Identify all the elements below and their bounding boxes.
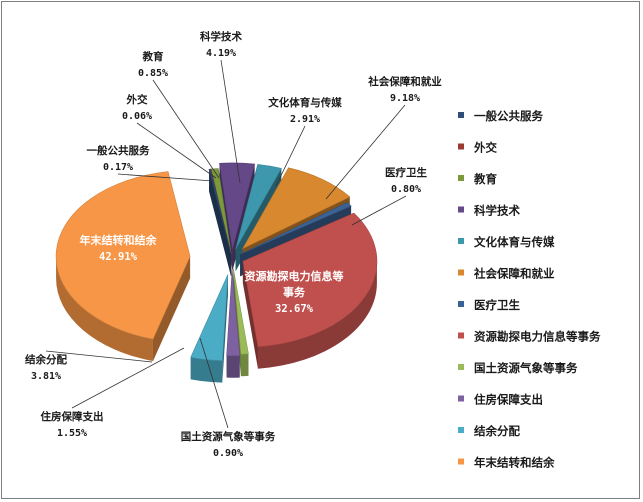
legend-label: 医疗卫生 (474, 298, 520, 312)
leader-line (45, 350, 153, 363)
legend-label: 文化体育与传媒 (474, 235, 555, 249)
data-label-name: 国土资源气象等事务 (181, 430, 276, 443)
data-label-value: 0.17% (103, 162, 133, 173)
data-label-value: 4.19% (206, 48, 236, 59)
data-label-name-cont: 事务 (283, 285, 306, 299)
slice-top (235, 164, 282, 250)
data-label-value: 0.90% (213, 448, 243, 459)
slice-top (55, 171, 191, 340)
legend-label: 一般公共服务 (474, 109, 543, 123)
pie-slice-12 (55, 171, 191, 362)
data-label-name: 文化体育与传媒 (267, 96, 342, 109)
data-label-value: 0.80% (391, 184, 421, 195)
data-label-value: 1.55% (57, 428, 87, 439)
legend-swatch (458, 427, 464, 433)
data-label-name: 资源勘探电力信息等 (245, 269, 344, 283)
pie-slices (55, 162, 378, 383)
data-label-value: 3.81% (31, 371, 61, 382)
legend-label: 资源勘探电力信息等事务 (474, 330, 601, 344)
slice-top (242, 212, 378, 348)
data-label-name: 教育 (142, 50, 164, 63)
slice-side (240, 353, 249, 377)
legend-label: 教育 (473, 172, 497, 186)
legend-label: 国土资源气象等事务 (474, 361, 578, 375)
pie-slice-11 (190, 274, 229, 383)
leader-line (325, 104, 406, 200)
slice-wall (210, 169, 232, 277)
slice-top (233, 268, 249, 355)
data-label-value: 32.67% (275, 303, 314, 315)
legend-swatch (458, 301, 464, 307)
legend-label: 社会保障和就业 (473, 267, 555, 281)
legend-swatch (458, 206, 464, 213)
slice-top (190, 274, 229, 361)
data-labels: 一般公共服务 0.17% 外交 0.06% 教育 0.85% 科学技术 4.19% 文化体育与传… (25, 30, 442, 459)
leader-line (220, 59, 241, 184)
legend-swatch (458, 332, 464, 339)
data-label-value: 9.18% (390, 93, 420, 104)
leader-lines (45, 59, 407, 429)
legend-swatch (458, 395, 464, 402)
slice-top (241, 167, 351, 250)
leader-line (152, 79, 220, 179)
legend-label: 年末结转和结余 (474, 456, 555, 470)
slice-top (226, 269, 241, 356)
leader-line (136, 122, 217, 179)
legend-swatch (458, 143, 464, 150)
legend-swatch (458, 269, 464, 276)
legend-swatch (458, 364, 464, 370)
data-label-name: 住房保障支出 (41, 410, 104, 423)
data-label-name: 年末结转和结余 (80, 233, 158, 247)
data-label-name: 一般公共服务 (87, 144, 150, 157)
legend-label: 住房保障支出 (474, 393, 543, 407)
legend: 一般公共服务外交教育科学技术文化体育与传媒社会保障和就业医疗卫生资源勘探电力信息… (458, 109, 601, 470)
leader-line (117, 173, 214, 182)
leader-line (71, 347, 185, 409)
data-label-value: 42.91% (99, 251, 138, 263)
data-label-name: 结余分配 (25, 353, 67, 366)
legend-label: 科学技术 (474, 204, 520, 218)
pie-slice-8 (242, 212, 378, 369)
slice-wall (222, 274, 228, 383)
data-label-value: 0.85% (138, 68, 168, 79)
slice-side (190, 357, 223, 383)
leader-line (199, 337, 229, 429)
data-label-name: 科学技术 (200, 30, 242, 43)
legend-swatch (458, 238, 464, 244)
data-label-value: 0.06% (122, 111, 152, 122)
data-label-name: 社会保障和就业 (367, 75, 442, 88)
leader-line (275, 125, 306, 187)
data-label-name: 外交 (126, 93, 148, 106)
pie-slice-1 (208, 168, 232, 277)
data-label-name: 医疗卫生 (385, 166, 427, 179)
legend-swatch (458, 175, 464, 181)
data-label-value: 2.91% (290, 114, 320, 125)
slice-side (257, 261, 377, 369)
slice-side (56, 256, 153, 362)
legend-label: 外交 (473, 141, 497, 155)
slice-wall (242, 261, 258, 369)
pie-slice-10 (226, 269, 241, 378)
slice-top (208, 168, 232, 255)
leader-line (351, 195, 407, 226)
slice-top (240, 202, 352, 255)
legend-swatch (458, 458, 464, 465)
slice-side (226, 355, 240, 378)
slice-wall (152, 256, 191, 362)
legend-label: 结余分配 (473, 424, 520, 438)
legend-swatch (458, 112, 464, 118)
